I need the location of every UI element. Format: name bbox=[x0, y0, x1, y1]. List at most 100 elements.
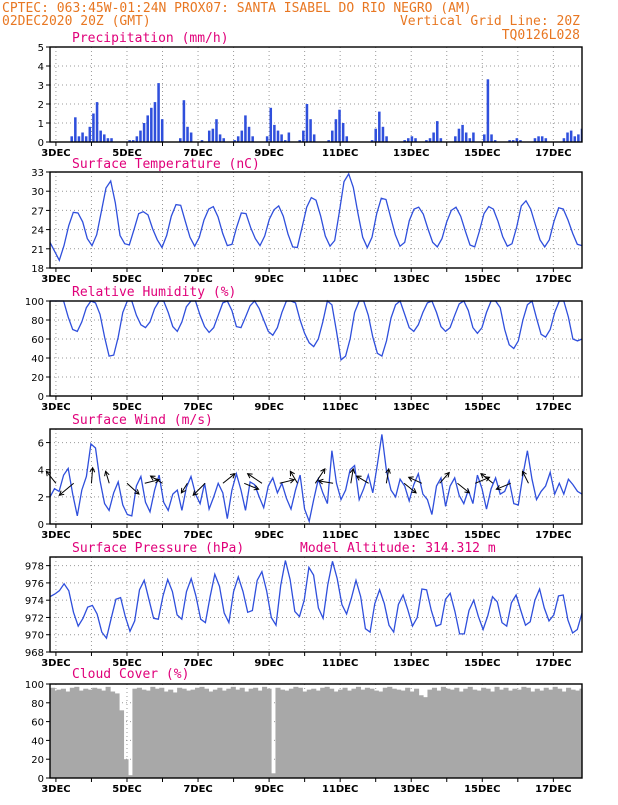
model-altitude: Model Altitude: 314.312 m bbox=[300, 541, 496, 556]
cloud-bar bbox=[145, 690, 151, 778]
cloud-bar bbox=[65, 691, 71, 778]
cloud-bar bbox=[427, 689, 433, 778]
wind-arrow bbox=[289, 471, 298, 484]
cloud-bar bbox=[570, 689, 576, 778]
precip-bar bbox=[74, 117, 77, 142]
precip-bar bbox=[276, 130, 280, 142]
cloud-bar bbox=[342, 687, 348, 778]
x-tick-label: 3DEC bbox=[41, 274, 70, 285]
wind-arrow-head bbox=[407, 476, 414, 482]
x-tick-label: 11DEC bbox=[322, 402, 358, 413]
cloud-bar bbox=[490, 691, 496, 778]
cloud-bar bbox=[56, 689, 62, 778]
cloud-bar bbox=[262, 686, 268, 778]
x-tick-label: 13DEC bbox=[393, 530, 429, 541]
precip-bar bbox=[414, 138, 417, 142]
x-tick-label: 5DEC bbox=[112, 402, 141, 413]
precip-bar bbox=[345, 136, 349, 142]
y-tick-label: 100 bbox=[25, 680, 44, 691]
cloud-bar bbox=[373, 690, 379, 778]
precip-bar bbox=[200, 140, 204, 142]
y-tick-label: 3 bbox=[38, 81, 44, 92]
precip-bar bbox=[533, 138, 537, 142]
precip-bar bbox=[215, 119, 218, 142]
y-tick-label: 5 bbox=[38, 43, 44, 54]
precip-bar bbox=[493, 140, 497, 142]
x-tick-label: 3DEC bbox=[41, 148, 70, 159]
y-tick-label: 6 bbox=[38, 439, 44, 450]
x-tick-label: 17DEC bbox=[535, 148, 571, 159]
cloud-bar bbox=[507, 690, 514, 778]
precip-bar bbox=[374, 128, 377, 142]
wind-arrow-head bbox=[289, 477, 296, 484]
precip-bar bbox=[135, 136, 139, 142]
panel-frame bbox=[49, 683, 583, 779]
cloud-bar bbox=[333, 691, 339, 778]
y-tick-label: 60 bbox=[31, 718, 44, 729]
cloud-bar bbox=[110, 691, 116, 778]
y-tick-label: 2 bbox=[38, 493, 44, 504]
cloud-bar bbox=[69, 687, 75, 778]
cloud-bar bbox=[467, 686, 473, 778]
cloud-bar bbox=[579, 688, 582, 778]
wind-arrow-head bbox=[444, 471, 450, 478]
cloud-bar bbox=[364, 687, 370, 778]
precip-bar bbox=[179, 138, 182, 142]
wind-arrow bbox=[222, 473, 236, 484]
cloud-bar bbox=[414, 688, 420, 778]
y-tick-label: 30 bbox=[31, 187, 44, 198]
wind-arrow-head bbox=[385, 467, 391, 474]
cloud-bar bbox=[369, 688, 375, 778]
x-tick-label: 7DEC bbox=[183, 274, 212, 285]
wind-arrow-head bbox=[289, 470, 295, 477]
precip-bar bbox=[287, 132, 291, 142]
x-tick-label: 13DEC bbox=[393, 148, 429, 159]
x-tick-label: 11DEC bbox=[322, 274, 358, 285]
precip-bar bbox=[385, 136, 388, 142]
x-tick-label: 9DEC bbox=[254, 402, 283, 413]
precip-bar bbox=[92, 113, 95, 142]
precip-bar bbox=[128, 140, 131, 142]
wind-arrow-head bbox=[317, 478, 324, 485]
cloud-bar bbox=[481, 687, 487, 778]
cloud-bar bbox=[186, 690, 192, 778]
panel-frame bbox=[49, 428, 583, 525]
cloud-bar bbox=[324, 686, 330, 778]
y-tick-label: 0 bbox=[38, 392, 44, 403]
x-tick-label: 5DEC bbox=[112, 148, 141, 159]
cloud-bar bbox=[409, 691, 415, 778]
x-tick-label: 7DEC bbox=[183, 402, 212, 413]
header-date: 02DEC2020 20Z (GMT) bbox=[2, 14, 151, 29]
wind-arrow bbox=[244, 482, 259, 490]
precip-bar bbox=[95, 102, 99, 142]
cloud-bar bbox=[329, 688, 335, 778]
wind-arrow-head bbox=[180, 487, 186, 494]
precip-bar bbox=[334, 119, 338, 142]
cloud-bar bbox=[525, 687, 531, 778]
precip-bar bbox=[211, 128, 215, 142]
cloud-bar bbox=[163, 691, 169, 778]
x-tick-label: 15DEC bbox=[464, 658, 500, 669]
panel-frame bbox=[49, 171, 583, 269]
cloud-bar bbox=[275, 687, 281, 778]
precip-bar bbox=[283, 140, 287, 142]
precip-bar bbox=[182, 100, 186, 142]
precip-bar bbox=[309, 119, 312, 142]
series-line bbox=[49, 560, 583, 640]
precip-bar bbox=[207, 130, 211, 142]
x-tick-label: 17DEC bbox=[535, 658, 571, 669]
precip-bar bbox=[189, 132, 193, 142]
panel-frame bbox=[49, 46, 583, 143]
y-tick-label: 0 bbox=[38, 774, 44, 785]
cloud-bar bbox=[534, 688, 540, 778]
precip-bar bbox=[338, 109, 341, 142]
cloud-bar bbox=[561, 691, 567, 778]
panel-0: Precipitation (mm/h) 0 1 2 3 4 5 3DEC 5DEC 7DEC 9D… bbox=[38, 31, 583, 159]
y-tick-label: 976 bbox=[25, 579, 44, 590]
precip-bar bbox=[236, 136, 240, 142]
precip-bar bbox=[233, 140, 236, 142]
panel-3: Surface Wind (m/s) 0 2 4 6 3DEC 5DEC 7DEC 9DEC 11… bbox=[38, 413, 583, 541]
precip-bar bbox=[573, 136, 577, 142]
x-tick-label: 17DEC bbox=[535, 274, 571, 285]
